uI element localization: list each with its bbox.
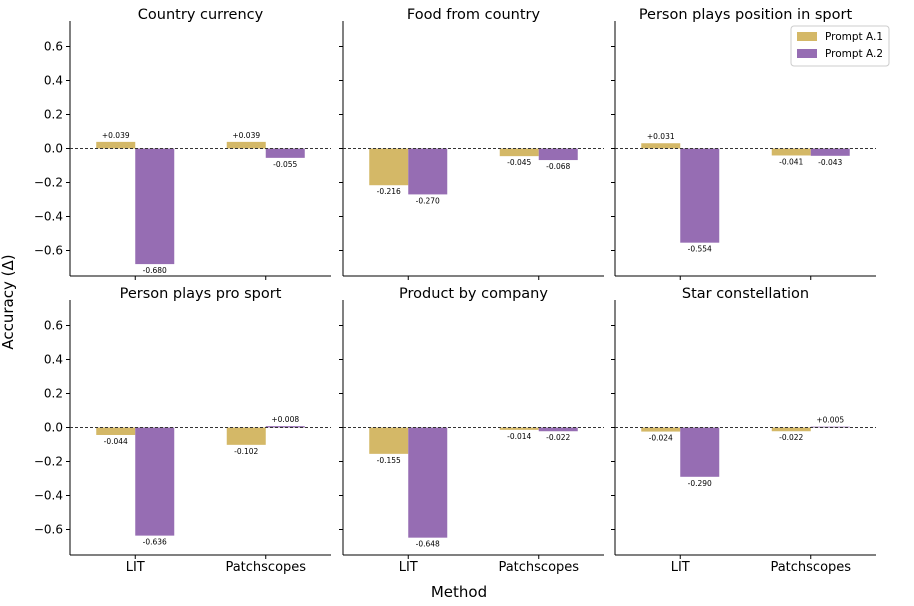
y-tick-label: 0.4 — [44, 353, 63, 367]
data-label: -0.102 — [234, 447, 258, 456]
subplot-title: Product by company — [399, 286, 548, 302]
data-label: -0.554 — [688, 245, 712, 254]
data-label: -0.068 — [546, 162, 570, 171]
bar — [771, 148, 811, 156]
bar — [680, 427, 720, 477]
bar — [226, 427, 266, 445]
x-axis-label: Method — [431, 583, 487, 601]
x-tick-label: Patchscopes — [498, 560, 579, 575]
bar — [641, 427, 681, 432]
data-label: -0.055 — [273, 160, 297, 169]
data-label: +0.005 — [816, 416, 844, 425]
subplot-title: Country currency — [138, 7, 264, 23]
subplot: Food from country -0.216 -0.045 -0.270 -0.06… — [339, 7, 604, 280]
bar — [408, 427, 448, 538]
bar — [499, 427, 539, 430]
data-label: -0.648 — [416, 540, 440, 549]
y-tick-label: 0.2 — [44, 387, 63, 401]
data-label: +0.008 — [271, 415, 299, 424]
data-label: -0.024 — [649, 434, 673, 443]
bar — [369, 427, 409, 454]
data-label: -0.045 — [507, 158, 531, 167]
subplot-title: Person plays pro sport — [120, 286, 282, 302]
subplot-title: Person plays position in sport — [639, 7, 853, 23]
data-label: -0.043 — [818, 158, 842, 167]
x-tick-label: LIT — [399, 560, 418, 575]
data-label: -0.216 — [377, 187, 401, 196]
bar — [265, 426, 305, 428]
bar — [135, 427, 175, 536]
data-label: -0.044 — [104, 437, 128, 446]
bar — [771, 427, 811, 432]
bar — [680, 148, 720, 243]
y-tick-label: 0.2 — [44, 108, 63, 122]
y-tick-label: 0.0 — [44, 142, 63, 156]
data-label: -0.636 — [143, 538, 167, 547]
bar — [499, 148, 539, 157]
legend-label-a1: Prompt A.1 — [825, 31, 883, 43]
x-tick-label: Patchscopes — [225, 560, 306, 575]
bar — [265, 148, 305, 158]
subplot: Person plays position in sport +0.031 -0.0… — [611, 7, 876, 280]
subplot-title: Star constellation — [682, 286, 809, 302]
y-tick-label: 0.4 — [44, 74, 63, 88]
legend-swatch-a2 — [797, 49, 817, 58]
bar — [641, 143, 681, 149]
data-label: -0.680 — [143, 266, 167, 275]
data-label: +0.039 — [102, 131, 130, 140]
legend-label-a2: Prompt A.2 — [825, 48, 883, 60]
x-tick-label: Patchscopes — [770, 560, 851, 575]
y-tick-label: −0.6 — [34, 244, 63, 258]
y-tick-label: −0.2 — [34, 455, 63, 469]
bar — [810, 148, 850, 156]
y-tick-label: −0.4 — [34, 489, 63, 503]
y-tick-label: 0.6 — [44, 40, 63, 54]
y-tick-label: −0.4 — [34, 210, 63, 224]
legend: Prompt A.1 Prompt A.2 — [790, 25, 890, 67]
y-axis-label: Accuracy (Δ) — [0, 254, 17, 349]
x-tick-label: LIT — [126, 560, 145, 575]
subplot: Star constellation LIT Patchscopes -0.024 -0… — [611, 286, 876, 575]
legend-swatch-a1 — [797, 32, 817, 41]
y-tick-label: 0.6 — [44, 319, 63, 333]
bar — [226, 141, 266, 149]
bar — [96, 141, 136, 149]
data-label: +0.039 — [232, 131, 260, 140]
bar — [96, 427, 136, 435]
bar — [538, 148, 578, 161]
y-tick-label: −0.6 — [34, 523, 63, 537]
panels: Country currency 0.6 0.4 0.2 0.0 −0.2 −0.4 −0.6… — [34, 7, 876, 575]
subplot: Person plays pro sport 0.6 0.4 0.2 0.0 −0.2 −0… — [34, 286, 331, 575]
subplot: Country currency 0.6 0.4 0.2 0.0 −0.2 −0.4 −0.6… — [34, 7, 331, 280]
data-label: -0.270 — [416, 196, 440, 205]
data-label: -0.290 — [688, 479, 712, 488]
bar — [538, 427, 578, 432]
data-label: -0.022 — [546, 433, 570, 442]
bar — [369, 148, 409, 186]
data-label: -0.022 — [779, 433, 803, 442]
bar — [135, 148, 175, 265]
y-tick-label: 0.0 — [44, 421, 63, 435]
bar — [408, 148, 448, 195]
subplot-title: Food from country — [407, 7, 541, 23]
data-label: -0.041 — [779, 157, 803, 166]
data-label: +0.031 — [647, 132, 675, 141]
data-label: -0.014 — [507, 432, 531, 441]
data-label: -0.155 — [377, 456, 401, 465]
y-tick-label: −0.2 — [34, 176, 63, 190]
x-tick-label: LIT — [671, 560, 690, 575]
subplot: Product by company LIT Patchscopes -0.155 -0… — [339, 286, 604, 575]
